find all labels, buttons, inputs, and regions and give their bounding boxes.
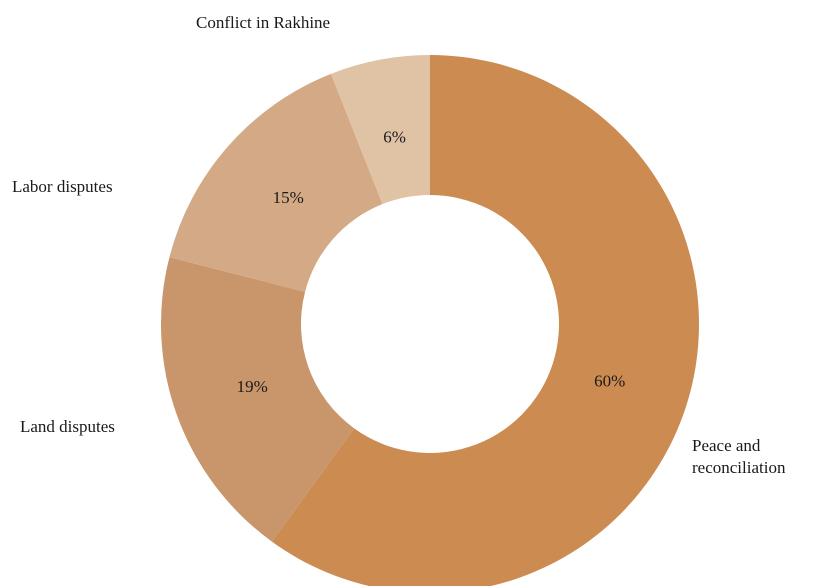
- value-label-peace-and-reconciliation: 60%: [594, 371, 625, 390]
- category-label-labor-disputes: Labor disputes: [12, 177, 113, 196]
- slice-labor-disputes: [169, 73, 383, 292]
- category-label-peace-line2: reconciliation: [692, 458, 786, 477]
- slice-peace-and-reconciliation: [271, 55, 699, 586]
- percent-labels-group: 60% 19% 15% 6%: [237, 127, 626, 396]
- slice-conflict-in-rakhine: [330, 55, 430, 205]
- value-label-conflict-in-rakhine: 6%: [383, 127, 406, 146]
- value-label-land-disputes: 19%: [237, 377, 268, 396]
- value-label-labor-disputes: 15%: [273, 188, 304, 207]
- category-label-conflict-in-rakhine: Conflict in Rakhine: [196, 13, 331, 32]
- category-label-land-disputes: Land disputes: [20, 417, 115, 436]
- slice-land-disputes: [161, 257, 355, 542]
- category-label-peace-line1: Peace and: [692, 436, 761, 455]
- slices-group: [161, 55, 699, 586]
- category-label-peace-and-reconciliation: Peace and reconciliation: [692, 435, 785, 479]
